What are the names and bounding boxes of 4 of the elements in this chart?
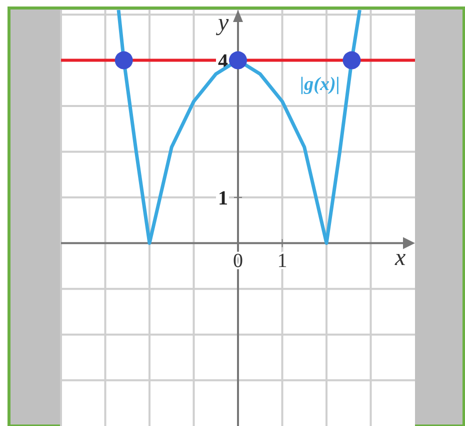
y-axis-title: y	[216, 10, 229, 36]
series-label: |g(x)|	[300, 74, 340, 95]
x-axis-title: x	[394, 245, 406, 272]
y-tick-label: 4	[218, 50, 228, 72]
